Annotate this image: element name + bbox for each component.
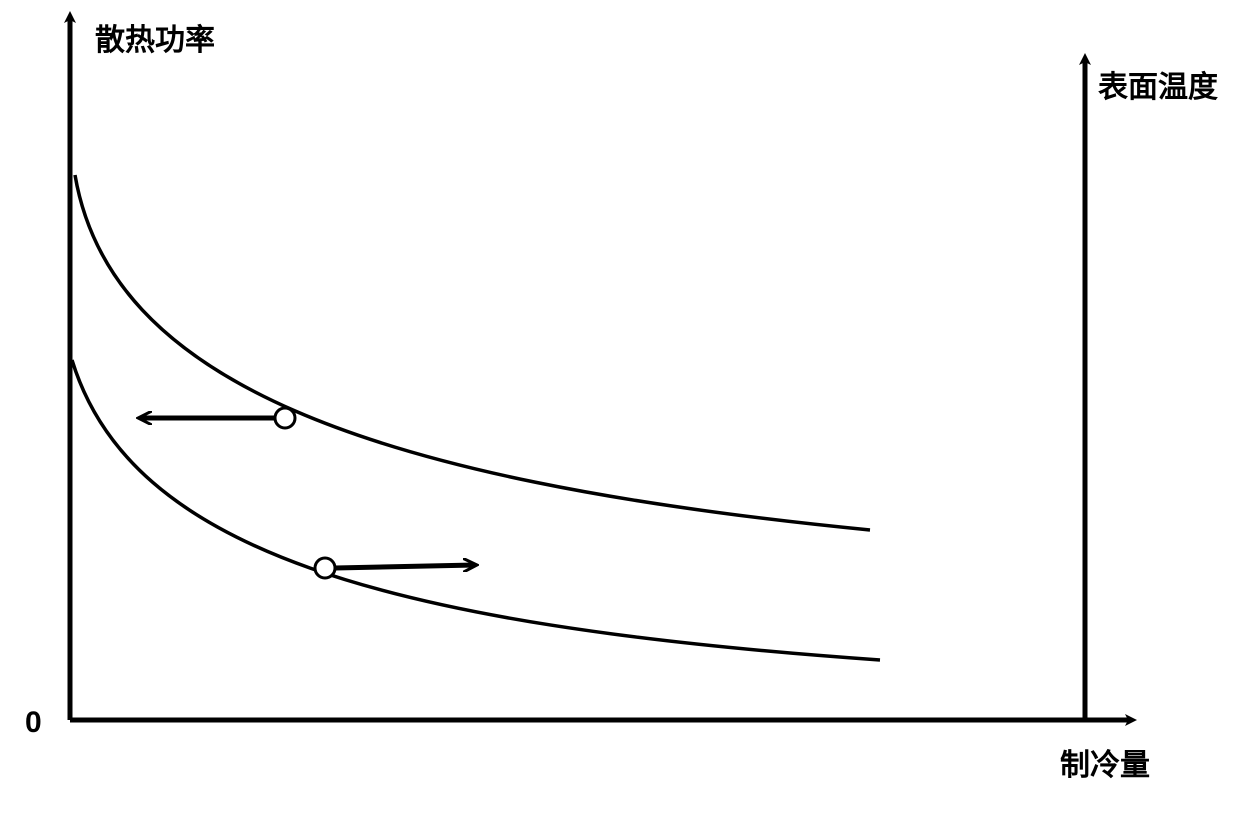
chart-svg xyxy=(0,0,1240,814)
dual-axis-chart: 散热功率 表面温度 制冷量 0 xyxy=(0,0,1240,814)
curve-lower xyxy=(72,360,880,660)
origin-label: 0 xyxy=(25,706,42,740)
left-y-axis-label: 散热功率 xyxy=(95,15,215,59)
curve-upper xyxy=(75,175,870,530)
marker-upper xyxy=(275,408,295,428)
x-axis-label: 制冷量 xyxy=(1060,740,1150,784)
marker-lower xyxy=(315,558,335,578)
indicator-arrow-lower xyxy=(335,565,475,568)
right-y-axis-label: 表面温度 xyxy=(1098,62,1218,106)
